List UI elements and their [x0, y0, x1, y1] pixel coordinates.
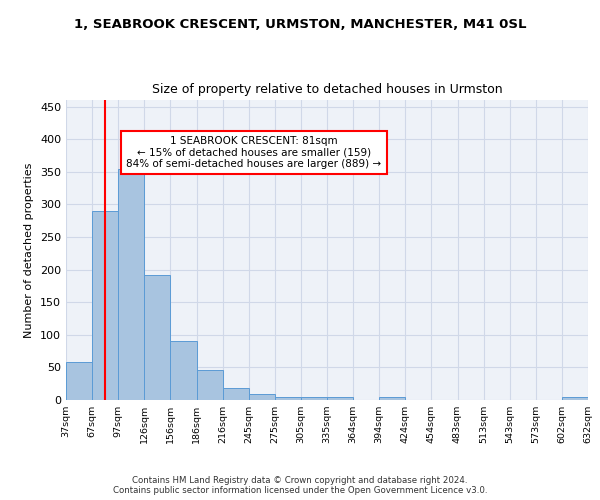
Bar: [170, 340, 197, 400]
Bar: [327, 396, 353, 400]
Text: 1, SEABROOK CRESCENT, URMSTON, MANCHESTER, M41 0SL: 1, SEABROOK CRESCENT, URMSTON, MANCHESTE…: [74, 18, 526, 30]
Bar: [249, 394, 275, 400]
Title: Size of property relative to detached houses in Urmston: Size of property relative to detached ho…: [152, 83, 502, 96]
Text: Contains HM Land Registry data © Crown copyright and database right 2024.
Contai: Contains HM Land Registry data © Crown c…: [113, 476, 487, 495]
Y-axis label: Number of detached properties: Number of detached properties: [25, 162, 34, 338]
Bar: [379, 398, 406, 400]
Bar: [145, 275, 170, 400]
Text: 1 SEABROOK CRESCENT: 81sqm
← 15% of detached houses are smaller (159)
84% of sem: 1 SEABROOK CRESCENT: 81sqm ← 15% of deta…: [127, 136, 382, 169]
Bar: [197, 370, 223, 400]
Bar: [92, 211, 118, 400]
Bar: [562, 396, 588, 400]
Bar: [223, 388, 249, 400]
Bar: [301, 396, 327, 400]
Bar: [118, 169, 145, 400]
Bar: [275, 396, 301, 400]
Bar: [66, 362, 92, 400]
